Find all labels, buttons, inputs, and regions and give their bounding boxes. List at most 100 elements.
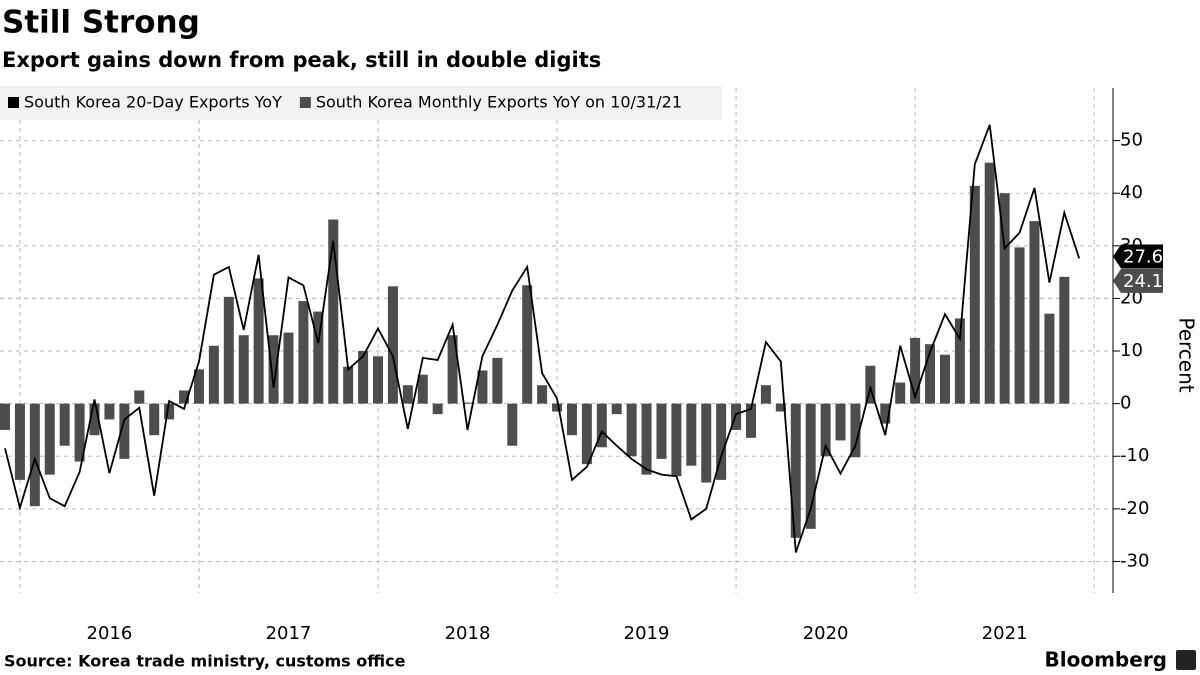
- bar: [805, 403, 816, 529]
- bar: [1059, 276, 1070, 404]
- x-tick-label: 2020: [803, 623, 849, 644]
- bar: [686, 403, 697, 466]
- bar: [581, 403, 592, 465]
- line: [4, 124, 1081, 553]
- legend-swatch: [299, 97, 311, 108]
- bar: [775, 403, 786, 412]
- bar: [641, 403, 652, 475]
- bar: [880, 403, 891, 424]
- bar: [835, 403, 846, 441]
- bar: [537, 385, 548, 404]
- bar: [477, 370, 488, 404]
- value-label: 24.1: [1123, 271, 1163, 292]
- bar: [119, 403, 130, 459]
- bar: [820, 403, 831, 457]
- value-label: 27.6: [1123, 246, 1163, 267]
- y-tick-label: 10: [1120, 340, 1143, 361]
- bar: [746, 403, 756, 438]
- x-tick-label: 2018: [445, 623, 491, 644]
- bar: [253, 278, 264, 404]
- bar: [223, 296, 234, 404]
- bar: [104, 403, 115, 420]
- chart-subtitle: Export gains down from peak, still in do…: [2, 48, 601, 72]
- bar: [283, 332, 294, 404]
- bar: [507, 403, 518, 446]
- bar: [910, 337, 921, 404]
- y-tick-label: 0: [1120, 393, 1131, 414]
- bar: [925, 344, 936, 404]
- bar: [656, 403, 667, 459]
- bar: [268, 335, 279, 404]
- bar: [59, 403, 70, 446]
- bar: [193, 369, 204, 404]
- chart-title: Still Strong: [2, 5, 200, 41]
- bar: [89, 403, 100, 436]
- legend-box: [0, 86, 722, 120]
- bar: [343, 366, 354, 404]
- bar: [44, 403, 55, 475]
- bar: [208, 345, 219, 404]
- x-tick-label: 2021: [982, 623, 1028, 644]
- bar: [999, 193, 1010, 404]
- y-tick-label: -10: [1120, 445, 1149, 466]
- bar: [626, 403, 637, 457]
- bar: [492, 357, 503, 404]
- bar: [850, 403, 861, 458]
- bar: [701, 403, 712, 483]
- bar: [522, 285, 533, 404]
- bar: [1014, 247, 1025, 404]
- bar: [1029, 221, 1040, 404]
- bar: [179, 390, 190, 404]
- bar: [566, 403, 577, 436]
- bar: [611, 403, 622, 415]
- value-label-box: [1113, 244, 1163, 269]
- bar: [387, 286, 398, 404]
- bar: [432, 403, 443, 415]
- bar: [373, 356, 383, 404]
- bar: [760, 385, 771, 404]
- y-tick-label: -20: [1120, 498, 1149, 519]
- bar: [238, 335, 249, 404]
- bar: [895, 382, 906, 404]
- bar: [134, 390, 145, 404]
- bar: [29, 403, 40, 507]
- bar: [402, 385, 413, 404]
- bar: [462, 402, 473, 404]
- bar: [74, 403, 85, 462]
- bar: [447, 335, 458, 404]
- bar: [671, 403, 682, 477]
- y-tick-label: 40: [1120, 182, 1143, 203]
- bar: [417, 374, 428, 404]
- bar: [0, 403, 10, 430]
- brand: Bloomberg: [1045, 648, 1167, 672]
- bar: [552, 403, 563, 412]
- brand-icon: [1176, 650, 1196, 670]
- bar: [1044, 313, 1055, 404]
- bar: [984, 162, 995, 404]
- x-tick-label: 2016: [87, 623, 133, 644]
- bar: [358, 351, 369, 404]
- x-tick-label: 2017: [266, 623, 312, 644]
- bar: [596, 403, 607, 448]
- bar: [954, 318, 965, 404]
- legend-label: South Korea 20-Day Exports YoY: [24, 93, 282, 112]
- value-label-box: [1113, 268, 1163, 293]
- bar: [939, 354, 950, 404]
- bar: [164, 403, 175, 420]
- y-tick-label: -30: [1120, 550, 1149, 571]
- bar: [14, 403, 25, 480]
- legend-swatch: [8, 97, 19, 108]
- bar: [716, 403, 727, 480]
- y-axis-label: Percent: [1175, 317, 1199, 392]
- x-tick-label: 2019: [624, 623, 670, 644]
- source: Source: Korea trade ministry, customs of…: [4, 652, 406, 671]
- bar: [149, 403, 160, 436]
- legend-label: South Korea Monthly Exports YoY on 10/31…: [316, 93, 682, 112]
- bar: [790, 403, 801, 538]
- bar: [328, 219, 339, 404]
- y-tick-label: 50: [1120, 130, 1143, 151]
- bar: [298, 301, 309, 404]
- bar: [313, 311, 324, 404]
- bar: [969, 185, 980, 404]
